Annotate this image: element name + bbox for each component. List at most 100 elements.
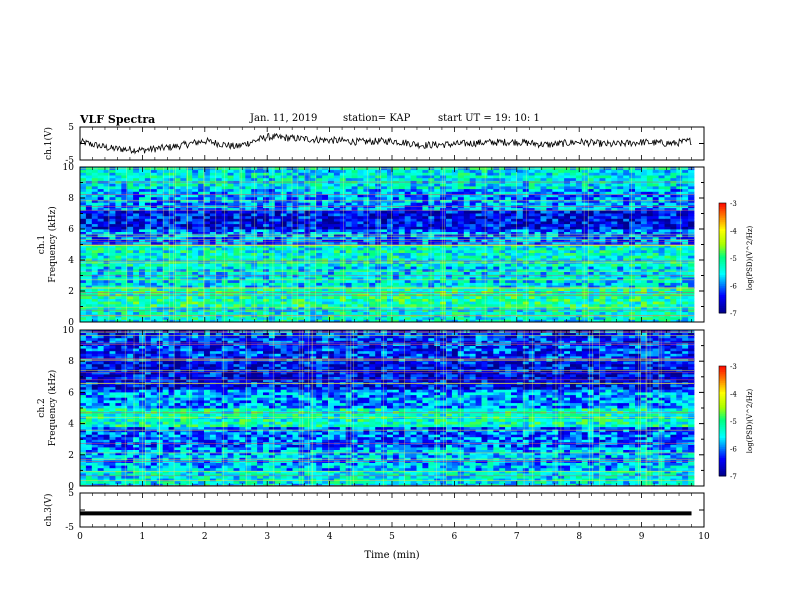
heatmap-cell [322,266,329,270]
heatmap-cell [599,319,606,323]
heatmap-cell [493,303,500,307]
heatmap-cell [144,311,152,315]
heatmap-cell [227,196,234,200]
heatmap-cell [233,295,240,299]
heatmap-cell [599,277,606,281]
heatmap-cell [80,266,87,270]
heatmap-cell [263,287,270,291]
heatmap-cell [404,258,411,262]
heatmap-cell [570,260,577,264]
heatmap-cell [198,218,205,222]
heatmap-cell [428,236,435,240]
heatmap-cell [652,298,659,302]
heatmap-cell [511,301,518,305]
heatmap-cell [446,226,453,230]
heatmap-cell [428,298,435,302]
heatmap-cell [392,282,400,286]
heatmap-cell [587,285,594,289]
heatmap-cell [605,196,612,200]
heatmap-cell [593,226,600,230]
heatmap-cell [381,279,388,283]
heatmap-cell [139,223,146,227]
heatmap-cell [156,285,164,289]
heatmap-cell [629,236,636,240]
heatmap-cell [91,309,99,313]
heatmap-cell [339,293,347,297]
heatmap-cell [552,252,559,256]
heatmap-cell [144,295,152,299]
heatmap-cell [593,223,600,227]
heatmap-cell [499,207,506,211]
heatmap-cell [617,279,624,283]
heatmap-cell [487,301,494,305]
heatmap-cell [215,266,223,270]
heatmap-cell [599,218,606,222]
heatmap-cell [505,279,512,283]
heatmap-cell [227,244,234,248]
heatmap-cell [676,316,683,320]
heatmap-cell [511,271,518,275]
heatmap-cell [664,218,671,222]
heatmap-cell [328,268,335,272]
heatmap-cell [451,234,459,238]
heatmap-cell [215,241,223,245]
heatmap-cell [156,293,164,297]
heatmap-cell [257,244,264,248]
heatmap-cell [682,207,689,211]
heatmap-cell [570,239,577,243]
heatmap-cell [186,207,193,211]
heatmap-cell [91,266,99,270]
heatmap-cell [156,210,164,214]
heatmap-cell [546,277,553,281]
heatmap-cell [552,306,559,310]
heatmap-cell [328,234,335,238]
heatmap-cell [322,207,329,211]
heatmap-cell [646,311,654,315]
heatmap-cell [268,285,276,289]
heatmap-cell [280,285,287,289]
heatmap-cell [528,215,535,219]
heatmap-cell [611,287,618,291]
heatmap-cell [245,249,252,253]
heatmap-cell [339,252,347,256]
heatmap-cell [546,244,553,248]
heatmap-cell [316,241,323,245]
heatmap-cell [357,215,364,219]
heatmap-cell [91,218,99,222]
heatmap-cell [162,285,169,289]
heatmap-cell [481,279,488,283]
heatmap-cell [286,274,293,278]
heatmap-cell [623,231,630,235]
heatmap-cell [109,218,116,222]
heatmap-cell [481,268,488,272]
heatmap-cell [534,301,541,305]
heatmap-cell [257,218,264,222]
heatmap-cell [534,215,541,219]
heatmap-cell [198,207,205,211]
heatmap-cell [499,319,506,323]
heatmap-cell [511,316,518,320]
heatmap-cell [251,295,258,299]
heatmap-cell [103,223,110,227]
heatmap-cell [688,298,695,302]
heatmap-cell [440,231,447,235]
heatmap-cell [558,226,565,230]
heatmap-cell [646,247,654,251]
heatmap-cell [623,210,630,214]
heatmap-cell [440,213,447,217]
heatmap-cell [599,309,606,313]
heatmap-cell [487,285,494,289]
heatmap-cell [505,229,512,232]
heatmap-cell [133,258,140,262]
heatmap-cell [581,213,589,217]
heatmap-cell [558,295,565,299]
heatmap-cell [85,274,93,278]
heatmap-cell [274,234,282,238]
heatmap-cell [274,247,282,251]
heatmap-cell [97,226,104,230]
heatmap-cell [611,247,618,251]
heatmap-cell [115,229,122,232]
heatmap-cell [670,309,677,313]
heatmap-cell [381,263,388,267]
heatmap-cell [475,213,482,217]
